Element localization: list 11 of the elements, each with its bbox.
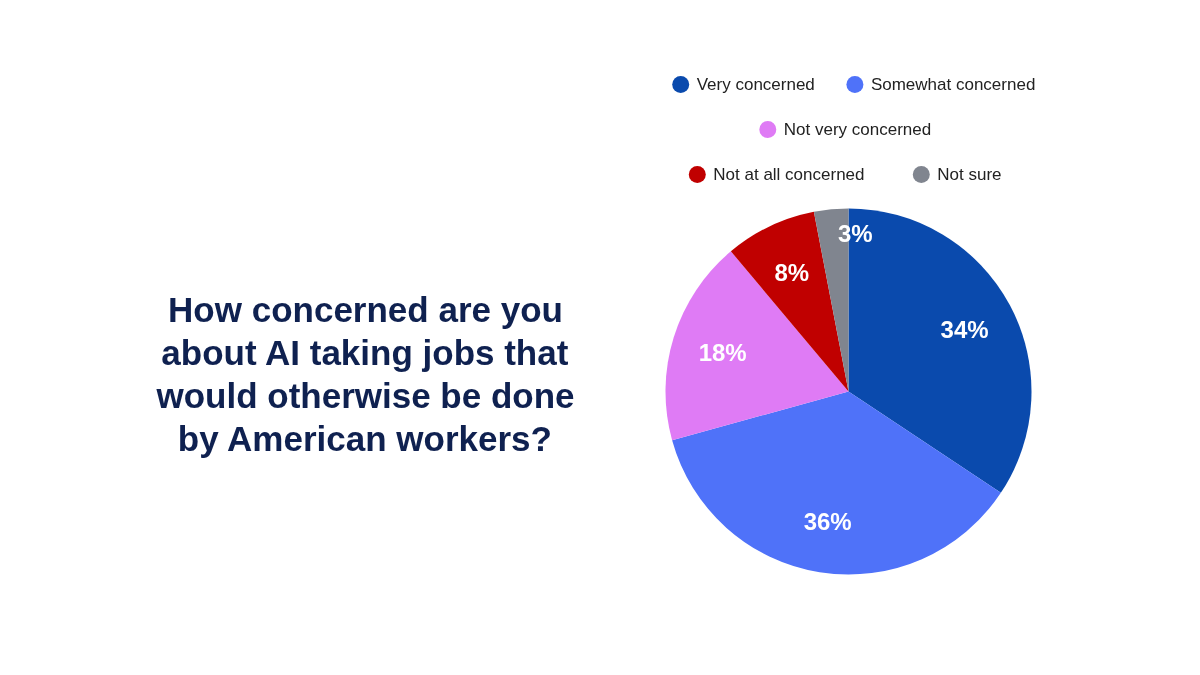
data-label: 18% [698,338,747,366]
data-label: 3% [838,219,873,247]
legend-label: Not very concerned [783,120,932,139]
text: How concerned are you about AI taking jobs that would otherwise be done by American workers? [155,290,575,458]
legend-label: Somewhat concerned [870,75,1036,94]
legend-label: Not at all concerned [713,165,865,184]
legend-label: Not sure [937,165,1002,184]
legend-label: Very concerned [696,75,815,94]
data-label: 8% [774,259,810,287]
data-label: 36% [803,508,852,536]
data-label: 34% [940,315,989,343]
